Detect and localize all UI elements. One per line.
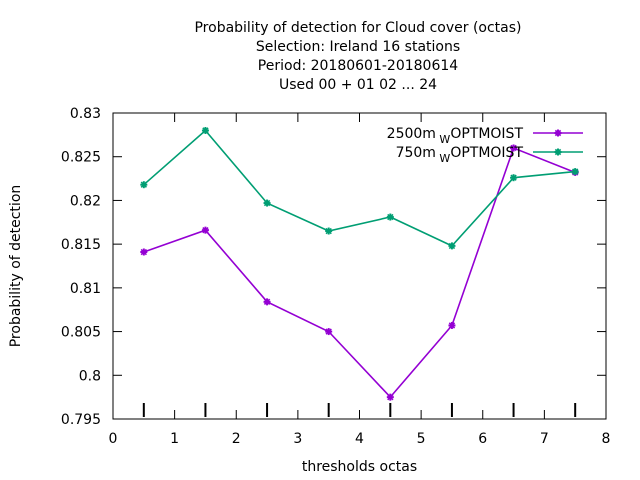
threshold-markers	[142, 403, 577, 417]
title-line: Used 00 + 01 02 ... 24	[279, 77, 437, 93]
y-axis-label: Probability of detection	[8, 185, 24, 348]
x-tick-label: 7	[540, 431, 549, 447]
data-point	[140, 248, 148, 256]
data-point	[325, 328, 333, 336]
plot-frame	[112, 112, 607, 420]
data-point	[325, 227, 333, 235]
x-tick-label: 4	[355, 431, 364, 447]
y-tick-label: 0.8	[79, 368, 101, 384]
data-point	[263, 298, 271, 306]
plot-border	[112, 112, 607, 420]
data-point	[554, 129, 562, 137]
data-point	[140, 181, 148, 189]
y-tick-label: 0.825	[61, 150, 101, 166]
x-tick-label: 8	[602, 431, 611, 447]
data-point	[263, 199, 271, 207]
data-point	[386, 393, 394, 401]
chart-title: Probability of detection for Cloud cover…	[194, 20, 521, 93]
series-line	[143, 129, 576, 247]
legend-entry: 2500m WOPTMOIST	[387, 126, 583, 146]
x-tick-label: 3	[293, 431, 302, 447]
legend-label: 750m WOPTMOIST	[396, 145, 524, 165]
data-point	[448, 321, 456, 329]
y-tick-label: 0.795	[61, 412, 101, 428]
data-point	[510, 174, 518, 182]
x-axis-label: thresholds octas	[302, 459, 417, 475]
y-tick-label: 0.82	[70, 193, 101, 209]
x-tick-label: 1	[170, 431, 179, 447]
data-point	[201, 126, 209, 134]
series-line	[143, 146, 576, 399]
y-tick-label: 0.83	[70, 106, 101, 122]
axis-ticks: 0.795 0.8 0.805 0.81 0.815 0.82 0.825 0.83 0 1 2 3 4…	[61, 106, 611, 447]
data-point	[386, 213, 394, 221]
data-point	[510, 144, 518, 152]
title-line: Period: 20180601-20180614	[258, 58, 458, 74]
y-tick-label: 0.81	[70, 281, 101, 297]
data-point	[554, 148, 562, 156]
data-point	[571, 168, 579, 176]
title-line: Probability of detection for Cloud cover…	[194, 20, 521, 36]
x-tick-label: 5	[417, 431, 426, 447]
y-axis-label-group: Probability of detection	[8, 185, 24, 348]
x-tick-label: 0	[109, 431, 118, 447]
legend-entry: 750m WOPTMOIST	[396, 145, 583, 165]
legend-label: 2500m WOPTMOIST	[387, 126, 524, 146]
data-point	[448, 242, 456, 250]
x-tick-label: 2	[232, 431, 241, 447]
series-lines	[140, 126, 579, 401]
y-tick-label: 0.815	[61, 237, 101, 253]
title-line: Selection: Ireland 16 stations	[256, 39, 460, 55]
y-tick-label: 0.805	[61, 325, 101, 341]
x-tick-label: 6	[478, 431, 487, 447]
data-point	[201, 226, 209, 234]
